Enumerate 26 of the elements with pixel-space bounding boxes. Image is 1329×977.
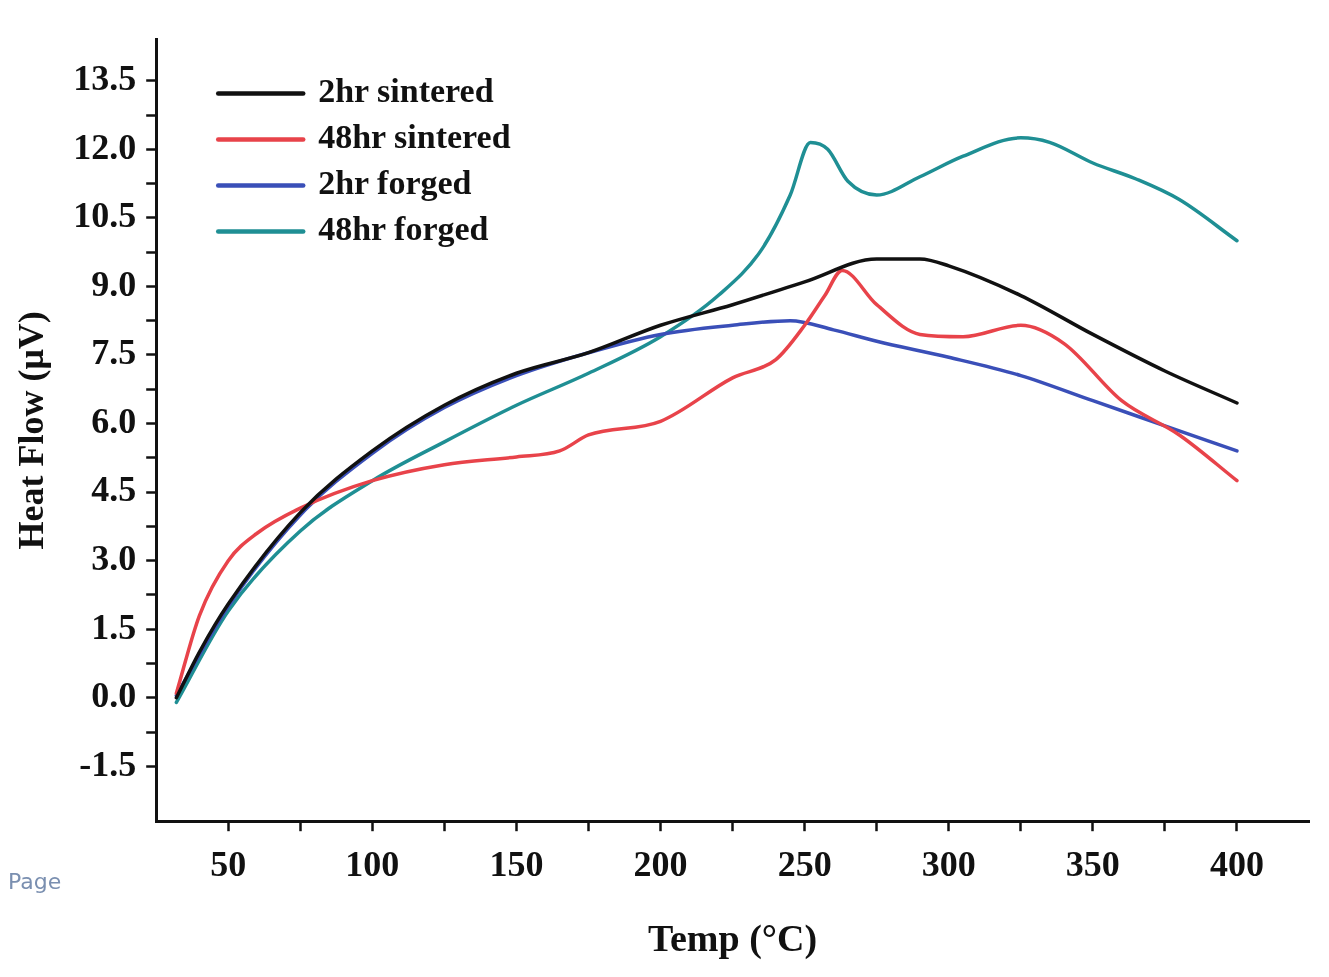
- legend-label: 2hr sintered: [318, 72, 494, 110]
- y-tick-label: 1.5: [91, 606, 137, 647]
- text: Page: [8, 868, 62, 894]
- y-tick-label: 7.5: [91, 332, 137, 373]
- legend-label: 48hr forged: [318, 210, 489, 248]
- x-tick-label: 300: [921, 844, 976, 885]
- x-tick-label: 100: [345, 844, 400, 885]
- x-tick-label: 50: [210, 844, 247, 885]
- y-tick-label: 12.0: [73, 126, 137, 167]
- y-tick-label: 9.0: [91, 263, 137, 304]
- y-tick-label: 13.5: [73, 58, 137, 99]
- y-tick-label: 4.5: [91, 469, 137, 510]
- legend-label: 48hr sintered: [318, 118, 511, 156]
- x-tick-label: 250: [777, 844, 832, 885]
- y-tick-label: 3.0: [91, 537, 137, 578]
- x-axis-title: Temp (°C): [648, 917, 818, 961]
- x-tick-label: 400: [1209, 844, 1264, 885]
- y-tick-label: 10.5: [73, 195, 137, 236]
- x-tick-label: 150: [489, 844, 544, 885]
- x-tick-label: 200: [633, 844, 688, 885]
- x-tick-label: 350: [1065, 844, 1120, 885]
- y-tick-label: -1.5: [79, 743, 137, 784]
- y-tick-label: 6.0: [91, 400, 137, 441]
- legend-label: 2hr forged: [318, 164, 472, 202]
- y-axis-title: Heat Flow (μV): [10, 311, 51, 550]
- y-tick-label: 0.0: [91, 675, 137, 716]
